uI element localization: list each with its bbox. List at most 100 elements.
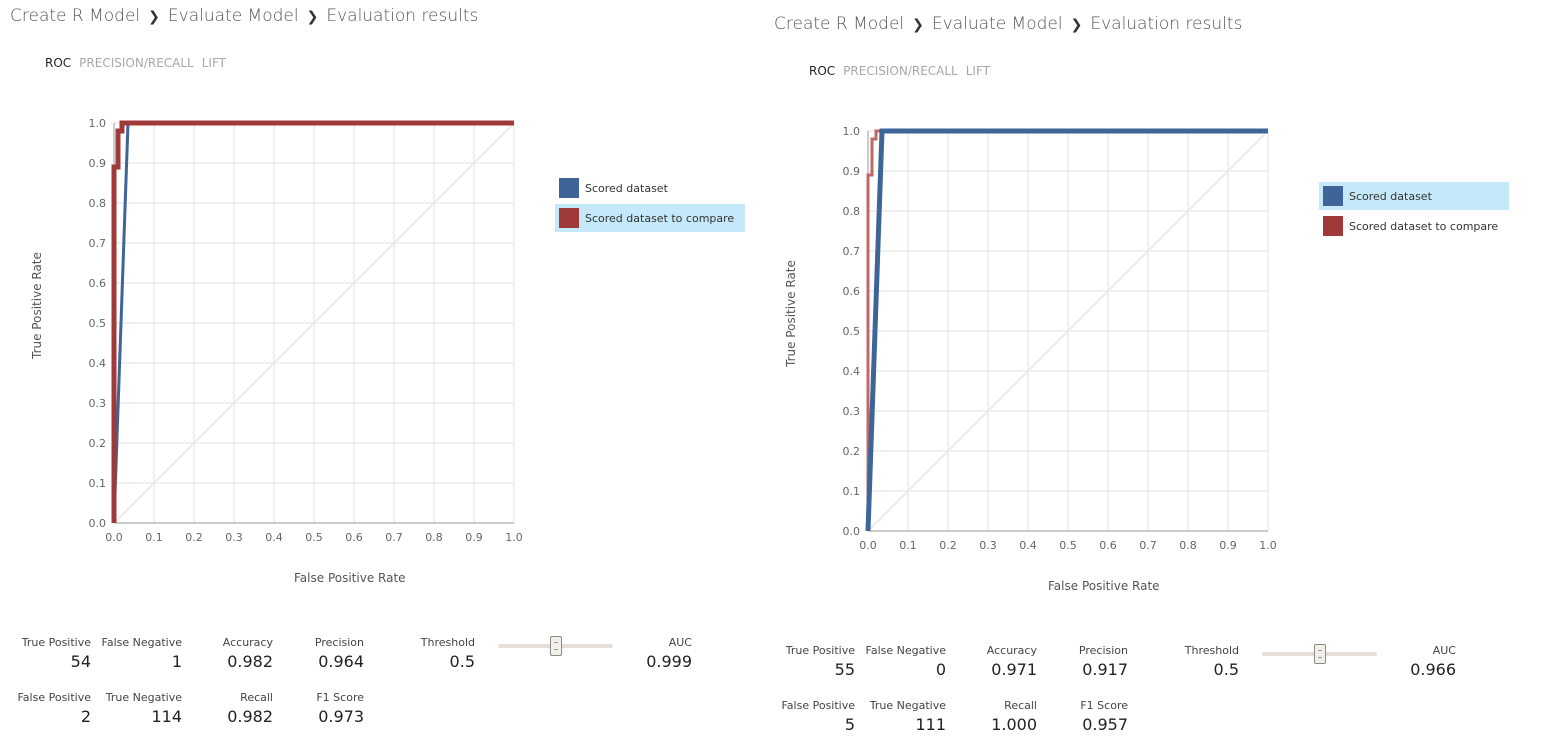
metric-value: 0.917 [1082,660,1128,679]
metric-label: Threshold [1184,644,1239,657]
chevron-right-icon: ❯ [148,9,160,25]
metric-auc: AUC 0.999 [646,636,692,671]
y-tick-label: 0.1 [89,477,107,490]
x-tick-label: 0.4 [1019,539,1037,552]
metric-value: 0.973 [318,707,364,726]
chart-tabs: ROC PRECISION/RECALL LIFT [45,56,234,70]
metric-label: Precision [314,636,364,649]
metric-label: Accuracy [986,644,1037,657]
tab-lift[interactable]: LIFT [201,56,226,70]
y-tick-label: 0.4 [89,357,107,370]
metric-label: Precision [1078,644,1128,657]
metric-label: AUC [1432,644,1456,657]
metric-recall: Recall 1.000 [991,699,1037,734]
x-tick-label: 0.5 [305,531,323,544]
legend-swatch [559,208,579,228]
legend-item-scored-dataset-to-compare[interactable]: Scored dataset to compare [1319,212,1509,240]
chart-legend: Scored dataset Scored dataset to compare [555,174,745,234]
metric-value: 0.982 [227,652,273,671]
random-classifier-diagonal [867,130,1269,532]
legend-item-scored-dataset-to-compare[interactable]: Scored dataset to compare [555,204,745,232]
breadcrumb-item-evaluation-results: Evaluation results [326,6,479,26]
chart-tabs: ROC PRECISION/RECALL LIFT [809,64,998,78]
metric-false-negative: False Negative 0 [866,644,946,679]
x-tick-label: 0.3 [225,531,243,544]
x-tick-label: 1.0 [505,531,523,544]
metric-precision: Precision 0.917 [1079,644,1128,679]
y-tick-label: 1.0 [89,117,107,130]
metric-label: True Negative [105,691,182,704]
breadcrumb-item-evaluate-model[interactable]: Evaluate Model [167,6,299,26]
chevron-right-icon: ❯ [912,17,924,33]
metric-f1-score: F1 Score 0.973 [316,691,364,726]
metric-true-positive: True Positive 54 [22,636,91,671]
breadcrumb-item-create-r-model[interactable]: Create R Model [774,14,905,34]
threshold-slider-handle[interactable] [1313,644,1326,664]
tab-lift[interactable]: LIFT [965,64,990,78]
y-tick-label: 0.3 [89,397,107,410]
x-tick-label: 0.5 [1059,539,1077,552]
metric-label: False Positive [17,691,91,704]
x-tick-label: 0.4 [265,531,283,544]
metric-false-negative: False Negative 1 [102,636,182,671]
metric-value: 0.964 [318,652,364,671]
x-tick-label: 0.7 [1139,539,1157,552]
tab-precision-recall[interactable]: PRECISION/RECALL [79,56,194,70]
roc-curve-scored-dataset [865,128,1268,532]
threshold-slider-handle[interactable] [549,636,562,656]
metric-value: 0 [935,660,946,679]
chevron-right-icon: ❯ [1070,17,1083,33]
metric-true-negative: True Negative 114 [106,691,182,726]
y-tick-label: 0.5 [89,317,107,330]
y-tick-label: 0.9 [843,165,861,178]
metric-false-positive: False Positive 2 [17,691,91,726]
y-tick-label: 0.0 [843,525,861,538]
y-tick-label: 0.7 [89,237,107,250]
metric-value: 111 [915,715,946,734]
x-tick-label: 0.2 [185,531,203,544]
metric-precision: Precision 0.964 [315,636,364,671]
y-tick-label: 0.0 [89,517,107,530]
x-tick-label: 0.9 [1219,539,1237,552]
tab-roc[interactable]: ROC [45,56,72,70]
metric-label: F1 Score [1080,699,1128,712]
random-classifier-diagonal [113,122,515,524]
metric-label: True Positive [785,644,855,657]
metric-f1-score: F1 Score 0.957 [1080,699,1128,734]
y-tick-label: 0.8 [89,197,107,210]
metric-value: 2 [80,707,91,726]
metric-threshold: Threshold 0.5 [421,636,475,671]
metric-label: Threshold [420,636,475,649]
x-tick-label: 0.7 [385,531,403,544]
x-tick-label: 1.0 [1259,539,1277,552]
metric-true-positive: True Positive 55 [786,644,855,679]
tab-roc[interactable]: ROC [809,64,836,78]
breadcrumb: Create R Model ❯ Evaluate Model ❯ Evaluation… [774,14,1242,34]
y-tick-label: 0.6 [843,285,861,298]
x-tick-label: 0.3 [979,539,997,552]
metric-value: 54 [70,652,91,671]
roc-curve-scored-dataset-to-compare [866,129,1268,531]
metric-accuracy: Accuracy 0.971 [987,644,1037,679]
breadcrumb-item-evaluation-results: Evaluation results [1090,14,1243,34]
metric-value: 1.000 [991,715,1037,734]
x-tick-label: 0.8 [1179,539,1197,552]
legend-item-scored-dataset[interactable]: Scored dataset [1319,182,1509,210]
metric-label: False Negative [865,644,946,657]
metric-true-negative: True Negative 111 [870,699,946,734]
legend-item-scored-dataset[interactable]: Scored dataset [555,174,745,202]
legend-label: Scored dataset to compare [1349,219,1499,233]
breadcrumb-item-create-r-model[interactable]: Create R Model [10,6,141,26]
legend-label: Scored dataset to compare [585,211,735,225]
x-axis-label: False Positive Rate [294,571,406,585]
tab-precision-recall[interactable]: PRECISION/RECALL [843,64,958,78]
x-tick-label: 0.1 [145,531,163,544]
x-tick-label: 0.8 [425,531,443,544]
y-tick-label: 0.3 [843,405,861,418]
metric-value: 0.966 [1410,660,1456,679]
breadcrumb-item-evaluate-model[interactable]: Evaluate Model [931,14,1063,34]
x-tick-label: 0.6 [1099,539,1117,552]
x-tick-label: 0.0 [105,531,123,544]
metric-auc: AUC 0.966 [1410,644,1456,679]
metric-label: False Positive [781,699,855,712]
